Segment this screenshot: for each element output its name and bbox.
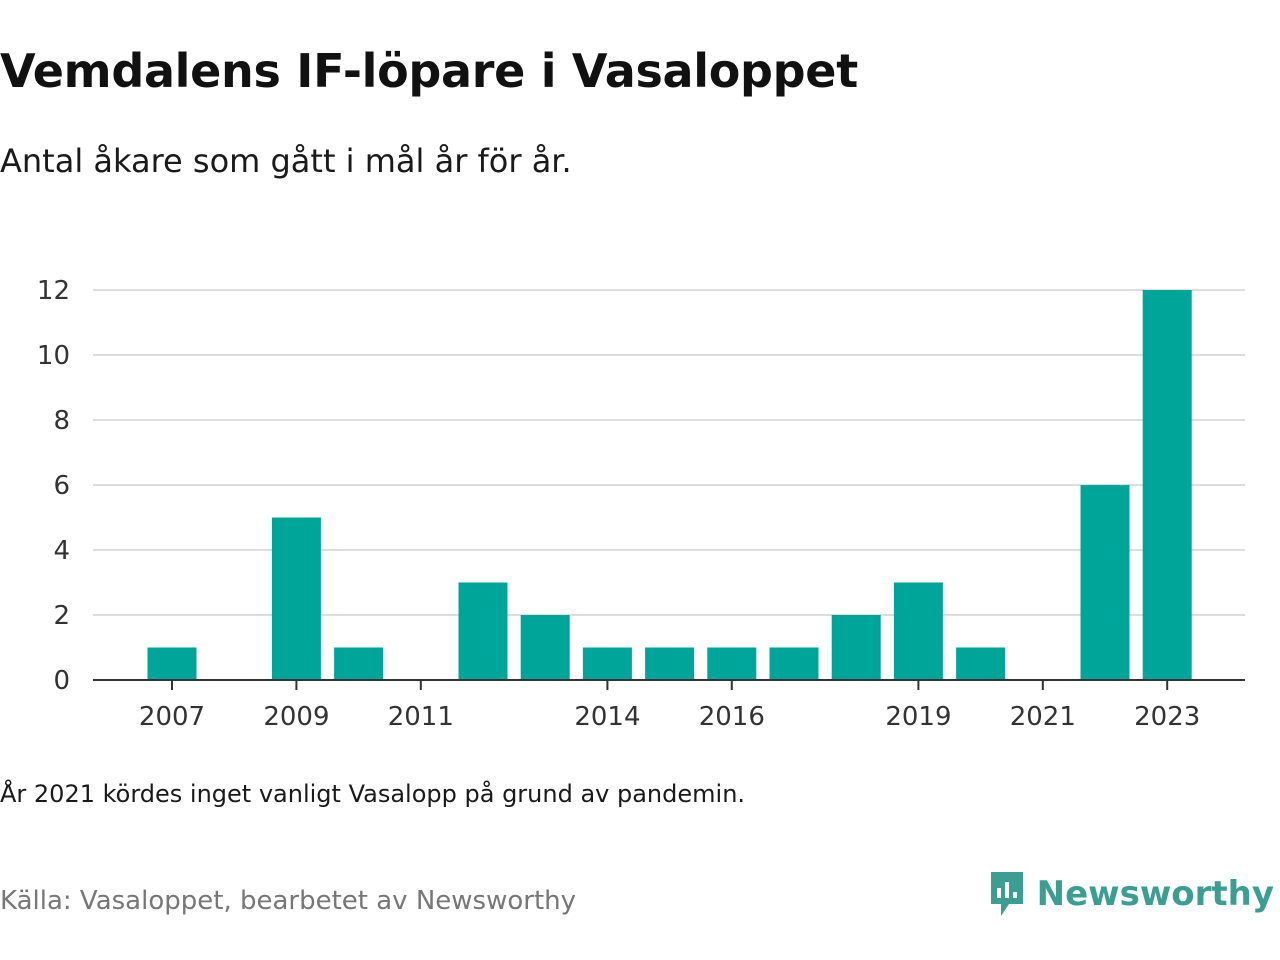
bar-2017 [769, 647, 819, 680]
newsworthy-logo-icon [990, 872, 1023, 916]
bar-2018 [831, 615, 881, 680]
bar-2007 [147, 647, 197, 680]
x-tick-label: 2021 [1010, 702, 1076, 732]
bar-2016 [707, 647, 757, 680]
x-tick-label: 2011 [388, 702, 454, 732]
brand-name: Newsworthy [1036, 874, 1274, 914]
y-tick-label: 2 [53, 601, 70, 631]
x-axis-ticks: 2007 2009 2011 2014 2016 2019 2021 2023 [139, 680, 1200, 732]
y-axis-ticks: 0 2 4 6 8 10 12 [37, 276, 70, 696]
bar-2019 [893, 582, 943, 680]
chart-title: Vemdalens IF-löpare i Vasaloppet [0, 44, 858, 98]
x-tick-label: 2014 [574, 702, 640, 732]
bar-2009 [271, 517, 321, 680]
chart-subtitle: Antal åkare som gått i mål år för år. [0, 142, 572, 180]
bar-2014 [582, 647, 632, 680]
bar-2023 [1142, 290, 1192, 680]
bar-2022 [1080, 485, 1130, 680]
bar-2012 [458, 582, 508, 680]
y-tick-label: 8 [53, 406, 70, 436]
newsworthy-brand: Newsworthy [987, 868, 1274, 920]
source-text: Källa: Vasaloppet, bearbetet av Newswort… [0, 886, 576, 916]
footnote: År 2021 kördes inget vanligt Vasalopp på… [0, 780, 746, 808]
y-tick-label: 10 [37, 341, 70, 371]
y-tick-label: 0 [53, 666, 70, 696]
bar-2013 [520, 615, 570, 680]
bar-2020 [956, 647, 1006, 680]
x-tick-label: 2023 [1134, 702, 1200, 732]
bar-2010 [334, 647, 384, 680]
y-tick-label: 4 [53, 536, 70, 566]
x-tick-label: 2016 [699, 702, 765, 732]
y-tick-label: 6 [53, 471, 70, 501]
x-tick-label: 2007 [139, 702, 205, 732]
y-tick-label: 12 [37, 276, 70, 306]
bar-2015 [645, 647, 695, 680]
x-tick-label: 2019 [885, 702, 951, 732]
bars [147, 290, 1192, 680]
x-tick-label: 2009 [263, 702, 329, 732]
grid-lines [93, 289, 1245, 616]
